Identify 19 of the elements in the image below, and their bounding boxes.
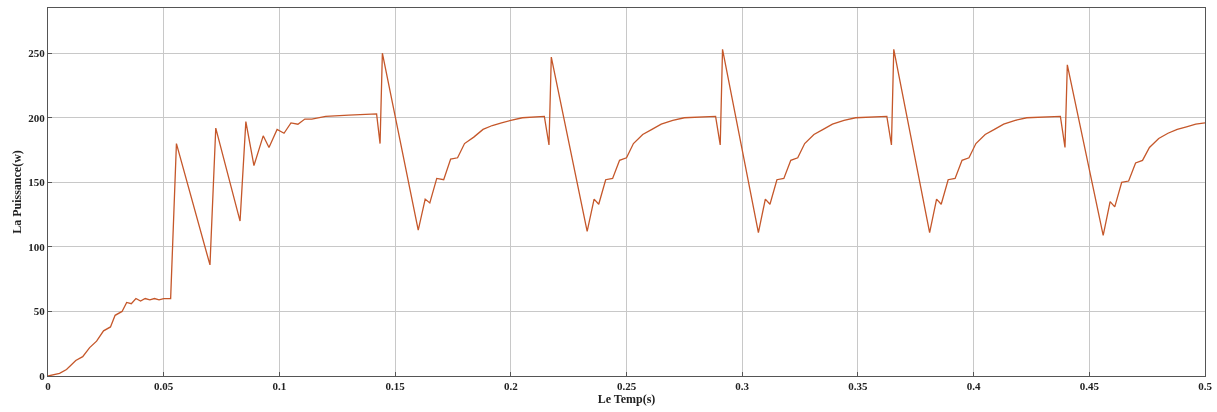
x-tick-label: 0.2 [503, 380, 519, 393]
y-tick-label: 100 [28, 240, 46, 253]
x-tick-label: 0.4 [966, 380, 981, 393]
x-tick-label: 0.05 [154, 380, 174, 393]
x-tick-label: 0.35 [848, 380, 869, 393]
y-tick-label: 150 [28, 176, 46, 189]
x-tick-label: 0.3 [735, 380, 750, 393]
y-tick-label: 0 [39, 369, 46, 382]
x-tick-label: 0.25 [616, 380, 637, 393]
x-tick-label: 0.45 [1079, 380, 1100, 393]
line-series [48, 48, 1205, 376]
y-axis-title: La Puissance(w) [9, 150, 24, 234]
y-tick-label: 200 [28, 111, 46, 124]
x-tick-label: 0.1 [272, 380, 287, 393]
y-tick-label: 50 [33, 305, 46, 318]
x-tick-label: 0.5 [1198, 380, 1213, 393]
y-tick-label: 250 [28, 47, 46, 60]
x-axis-title: Le Temp(s) [597, 392, 656, 407]
x-tick-label: 0.15 [385, 380, 406, 393]
